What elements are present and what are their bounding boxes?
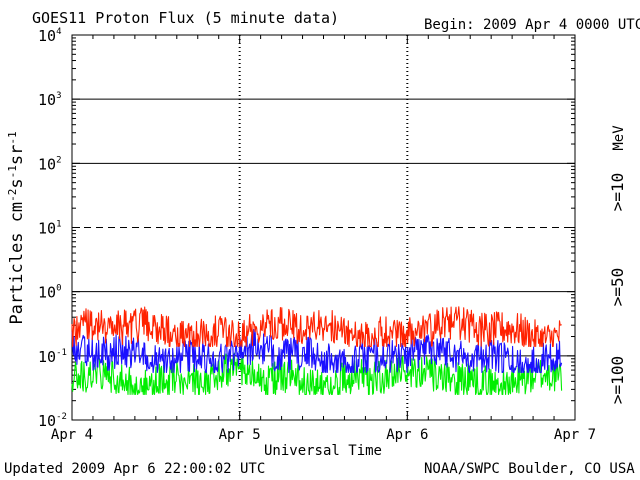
updated-timestamp: Updated 2009 Apr 6 22:00:02 UTC xyxy=(4,461,265,477)
x-axis: Apr 4 Apr 5 Apr 6 Apr 7 xyxy=(51,35,596,443)
y-tick-label: 104 xyxy=(38,27,61,45)
y-tick-exponent: 1 xyxy=(56,220,61,230)
series-layer xyxy=(71,306,563,396)
y-tick-base: 10 xyxy=(38,348,56,366)
series-line-ge100 xyxy=(71,352,563,396)
y-tick-label: 10-2 xyxy=(38,412,67,430)
y-tick-exponent: -1 xyxy=(56,348,67,358)
gridlines xyxy=(72,35,575,420)
x-tick-label: Apr 6 xyxy=(386,427,428,443)
y-tick-exponent: 4 xyxy=(56,27,61,37)
y-axis-title: Particles cm-2s-1sr-1 xyxy=(6,131,27,324)
y-tick-base: 10 xyxy=(38,284,56,302)
begin-time: Begin: 2009 Apr 4 0000 UTC xyxy=(424,17,640,33)
y-axis-title-exp-sr: -1 xyxy=(6,131,19,144)
y-tick-label: 10-1 xyxy=(38,348,67,366)
y-tick-exponent: 2 xyxy=(56,155,61,165)
x-tick-label: Apr 5 xyxy=(219,427,261,443)
x-axis-title: Universal Time xyxy=(264,443,382,459)
y-axis-title-exp-s: -1 xyxy=(6,165,19,178)
y-axis-title-s: s xyxy=(7,178,27,188)
x-tick-label: Apr 4 xyxy=(51,427,93,443)
chart-title: GOES11 Proton Flux (5 minute data) xyxy=(32,9,339,27)
y-tick-exponent: -2 xyxy=(56,412,67,422)
y-tick-label: 100 xyxy=(38,284,61,302)
y-tick-base: 10 xyxy=(38,91,56,109)
y-axis-title-sr: sr xyxy=(7,145,27,165)
y-axis-title-particles: Particles cm xyxy=(7,202,27,325)
y-tick-base: 10 xyxy=(38,27,56,45)
credit: NOAA/SWPC Boulder, CO USA xyxy=(424,461,635,477)
y-tick-exponent: 0 xyxy=(56,284,61,294)
y-tick-label: 103 xyxy=(38,91,61,109)
series-line-ge10 xyxy=(71,306,562,348)
series-line-ge50 xyxy=(71,329,563,374)
legend-unit: MeV xyxy=(611,125,627,151)
y-tick-base: 10 xyxy=(38,155,56,173)
x-tick-label: Apr 7 xyxy=(554,427,596,443)
y-tick-label: 102 xyxy=(38,155,61,173)
y-tick-base: 10 xyxy=(38,220,56,238)
y-tick-exponent: 3 xyxy=(56,91,61,101)
legend-ge100: >=100 xyxy=(608,356,627,404)
legend-ge50: >=50 xyxy=(608,268,627,307)
y-tick-base: 10 xyxy=(38,412,56,430)
y-tick-label: 101 xyxy=(38,220,61,238)
y-axis-title-exp-cm: -2 xyxy=(6,189,19,202)
legend-ge10: >=10 xyxy=(608,173,627,212)
